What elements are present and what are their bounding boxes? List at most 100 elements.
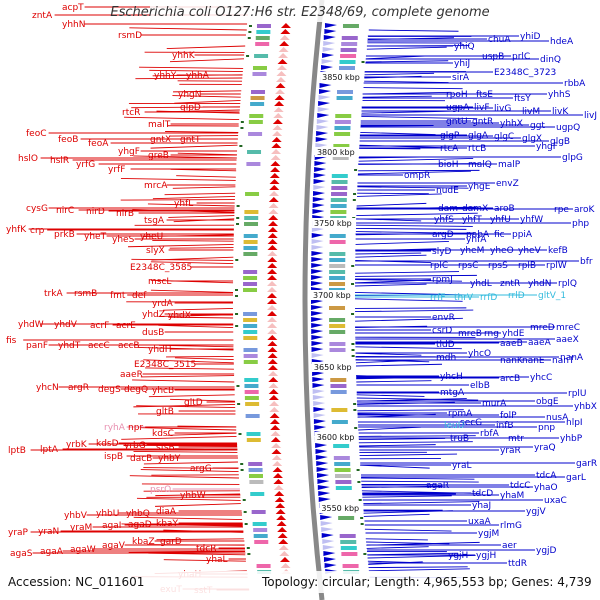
feature-line	[356, 397, 479, 401]
reverse-gene-arrow	[267, 281, 278, 286]
gene-label: degQ	[124, 385, 148, 395]
gene-label: envR	[432, 313, 455, 323]
reverse-gene-arrow	[268, 209, 279, 214]
gene-label: ompR	[404, 171, 430, 181]
gene-label: yhcH	[440, 372, 463, 382]
gene-label: kdsD	[96, 439, 119, 449]
tick-mark	[351, 265, 355, 267]
gene-label: yhbV	[64, 511, 88, 521]
cog-block-forward	[329, 252, 346, 256]
feature-line	[158, 344, 234, 348]
reverse-gene-arrow	[269, 413, 280, 418]
feature-line	[355, 279, 431, 284]
reverse-gene-arrow	[272, 119, 283, 124]
feature-line	[166, 355, 234, 358]
gene-label: degS	[98, 385, 121, 395]
feature-line	[355, 346, 462, 350]
gene-label: yhdV	[54, 320, 78, 330]
reverse-gene-arrow	[267, 323, 278, 328]
gene-label: rrlD	[508, 291, 525, 301]
forward-gene-arrow	[311, 341, 324, 346]
reverse-gene-arrow	[267, 227, 278, 232]
gene-label: yhbX	[574, 402, 597, 412]
feature-line	[150, 279, 234, 284]
reverse-gene-arrow	[270, 437, 281, 442]
reverse-gene-arrow	[274, 497, 285, 502]
cog-block-reverse	[243, 360, 258, 364]
gene-label: yhdN	[528, 279, 551, 289]
cog-block-forward	[334, 474, 351, 478]
cog-block-forward	[329, 270, 346, 274]
forward-gene-arrow	[323, 551, 336, 556]
feature-line	[355, 254, 427, 258]
gene-label: panF	[26, 341, 48, 351]
reverse-gene-arrow	[275, 503, 286, 508]
gene-label: damX	[462, 204, 488, 214]
feature-line	[148, 552, 246, 556]
gene-label: def	[132, 291, 147, 301]
feature-line	[129, 27, 247, 31]
gene-label: glgP	[440, 131, 460, 141]
forward-gene-arrow	[311, 311, 324, 316]
forward-gene-arrow	[312, 383, 325, 388]
gene-label: zntA	[32, 11, 53, 21]
cog-block-reverse	[254, 54, 269, 58]
cog-block-forward	[341, 42, 358, 46]
reverse-gene-arrow	[270, 167, 281, 172]
cog-block-reverse	[256, 30, 271, 34]
cog-block-forward	[331, 408, 348, 412]
feature-line	[148, 394, 235, 398]
tick-mark	[242, 499, 246, 501]
feature-line	[169, 58, 245, 63]
feature-line	[357, 170, 471, 175]
forward-gene-arrow	[311, 335, 324, 340]
gene-label: argD	[432, 230, 454, 240]
gene-label: aroK	[574, 205, 596, 215]
cog-block-reverse	[248, 120, 263, 124]
cog-block-reverse	[244, 210, 259, 214]
cog-block-forward	[330, 390, 347, 394]
feature-line	[132, 379, 235, 383]
cog-block-forward	[341, 552, 358, 556]
cog-block-reverse	[243, 354, 258, 358]
tick-mark	[240, 121, 244, 123]
gene-label: fic	[494, 230, 505, 240]
reverse-gene-arrow	[279, 557, 290, 562]
kbp-marker-label: 3550 kbp	[321, 504, 359, 513]
cog-block-forward	[341, 36, 358, 40]
gene-label: dusB	[142, 328, 164, 338]
cog-block-forward	[334, 462, 351, 466]
tick-mark	[244, 523, 248, 525]
feature-line	[140, 469, 239, 473]
reverse-gene-arrow	[278, 53, 289, 58]
cog-block-reverse	[243, 240, 258, 244]
gene-label: agaS	[10, 549, 33, 559]
gene-label: acrE	[116, 321, 136, 331]
tick-mark	[237, 403, 241, 405]
gene-label: yraL	[452, 461, 472, 471]
gene-label: murA	[482, 399, 507, 409]
forward-gene-arrow	[311, 347, 324, 352]
gene-label: hslO	[18, 154, 38, 164]
cog-block-reverse	[246, 432, 261, 436]
cog-block-forward	[331, 192, 348, 196]
forward-gene-arrow	[311, 305, 324, 310]
cog-block-reverse	[253, 528, 268, 532]
kbp-marker-bg	[319, 503, 364, 513]
forward-gene-arrow	[313, 413, 326, 418]
cog-block-reverse	[245, 414, 260, 418]
feature-line	[361, 480, 479, 483]
gene-label: yheT	[84, 232, 107, 242]
gene-label: livK	[552, 107, 569, 117]
forward-gene-arrow	[317, 485, 330, 490]
reverse-gene-arrow	[280, 23, 291, 28]
gene-label: yheU	[140, 232, 163, 242]
gene-label: yhhX	[500, 119, 523, 129]
feature-line	[152, 195, 236, 200]
kbp-marker-label: 3800 kbp	[317, 148, 355, 157]
reverse-gene-arrow	[267, 317, 278, 322]
reverse-gene-arrow	[277, 533, 288, 538]
gene-label: prkB	[54, 230, 75, 240]
feature-line	[135, 77, 243, 80]
